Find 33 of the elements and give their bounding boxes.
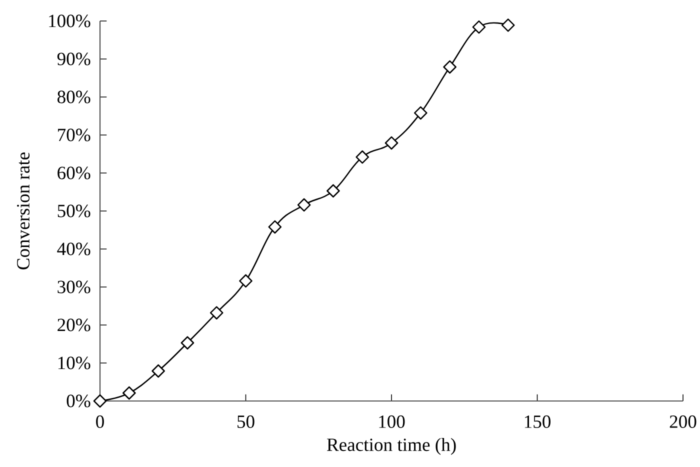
- point: [472, 20, 486, 34]
- x-axis-title: Reaction time (h): [326, 438, 456, 455]
- y-tick-label: 20%: [58, 318, 90, 332]
- y-tick-label: 30%: [58, 280, 90, 294]
- y-tick-label: 50%: [58, 204, 90, 218]
- point: [384, 136, 398, 150]
- point: [122, 386, 136, 400]
- y-tick-label: 0%: [66, 394, 90, 408]
- point: [326, 184, 340, 198]
- point: [443, 60, 456, 74]
- y-tick-label: 40%: [57, 242, 90, 256]
- x-tick-label: 150: [524, 415, 550, 428]
- point: [210, 306, 224, 320]
- x-tick-label: 200: [670, 415, 696, 428]
- point: [152, 364, 165, 378]
- point: [414, 106, 428, 120]
- y-tick-label: 80%: [58, 90, 90, 104]
- x-tick-label: 50: [238, 415, 254, 428]
- y-axis-title: Conversion rate: [17, 152, 30, 270]
- x-tick-label: 0: [96, 415, 104, 428]
- y-tick-label: 10%: [58, 356, 90, 370]
- y-tick-label: 100%: [49, 14, 90, 28]
- y-tick-label: 90%: [57, 52, 90, 66]
- point: [268, 220, 282, 234]
- point: [356, 150, 370, 164]
- point: [501, 18, 515, 32]
- y-tick-label: 60%: [58, 166, 90, 180]
- point: [180, 336, 194, 350]
- point: [239, 274, 252, 288]
- point: [297, 198, 311, 212]
- x-tick-label: 100: [379, 415, 405, 428]
- point: [93, 394, 107, 408]
- y-tick-label: 70%: [58, 128, 90, 142]
